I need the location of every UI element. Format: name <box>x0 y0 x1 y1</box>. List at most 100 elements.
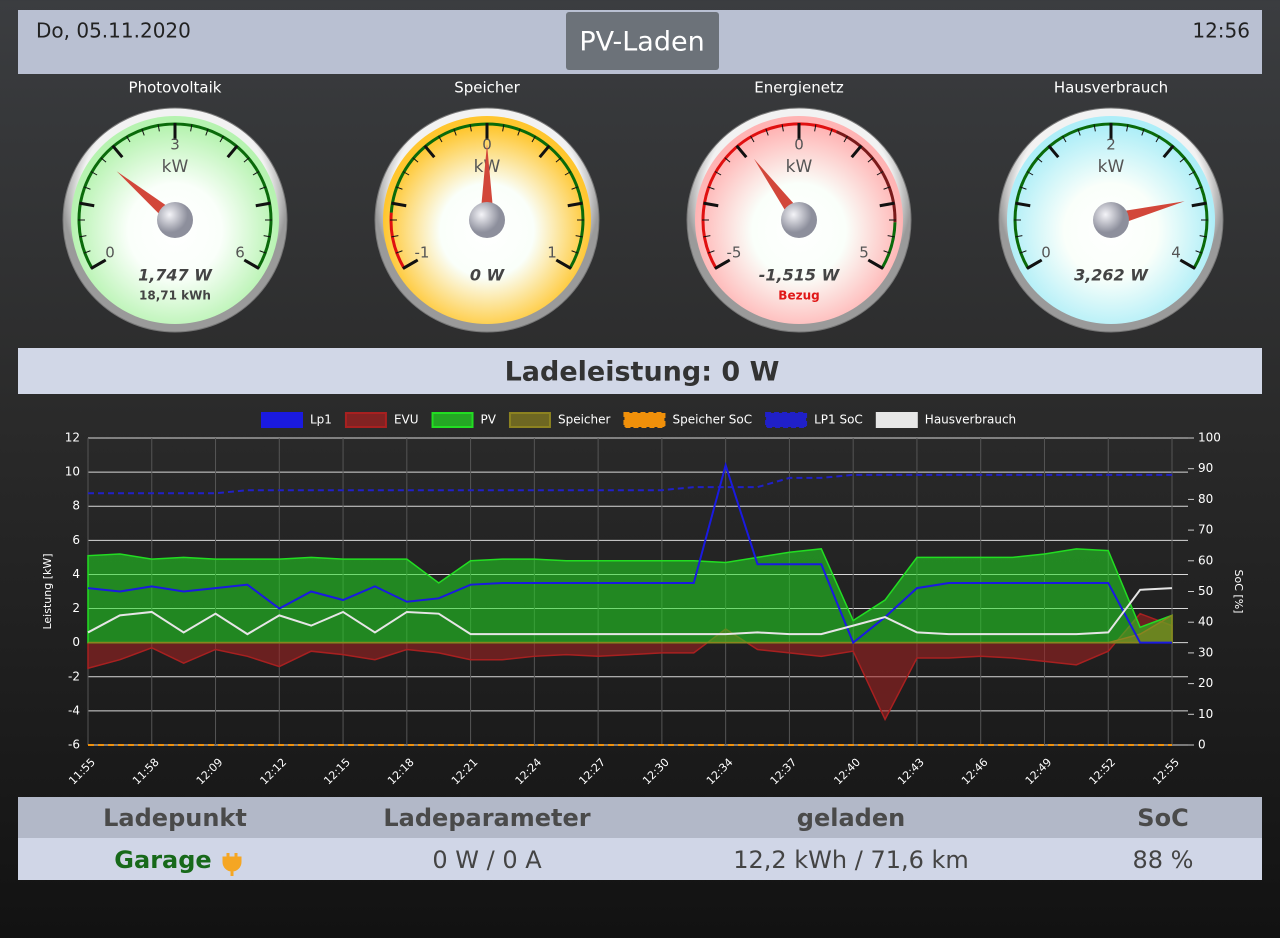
time: 12:56 <box>1192 19 1250 43</box>
gauge-tick <box>714 171 722 176</box>
gauge-scale-tick <box>1026 258 1043 270</box>
gauge-label: Hausverbrauch <box>1054 79 1168 97</box>
gauge-tick <box>703 201 719 208</box>
legend-swatch <box>875 412 918 428</box>
y2-tick-label: 0 <box>1198 738 1206 752</box>
x-tick-label: 11:55 <box>66 756 98 788</box>
y-axis-title: Leistung [kW] <box>41 553 54 629</box>
gauge-tick <box>226 144 239 159</box>
gauge-tick <box>750 135 755 143</box>
gauge-min: -5 <box>727 244 742 262</box>
gauge-arc <box>389 212 406 269</box>
gauge-tick <box>703 235 711 238</box>
gauge-sub: Bezug <box>778 289 819 303</box>
gauge-tick <box>190 124 193 132</box>
x-tick-label: 12:34 <box>704 756 736 788</box>
gauge-tick <box>219 135 224 143</box>
y-tick-label: -2 <box>68 669 80 683</box>
x-tick-label: 12:15 <box>321 756 353 788</box>
legend-swatch <box>623 412 666 428</box>
legend-swatch <box>344 412 387 428</box>
area <box>87 548 1173 644</box>
y2-tick-label: 20 <box>1198 676 1213 690</box>
gauge-scale-tick <box>243 258 260 270</box>
x-tick-label: 12:21 <box>449 756 481 788</box>
gauge-tick <box>814 124 817 132</box>
gauge-tick <box>259 250 267 254</box>
gauge-hub <box>157 202 193 238</box>
gauge-label: Speicher <box>454 79 520 97</box>
gauge-mid: 0 <box>794 136 804 154</box>
y-tick-label: 4 <box>72 567 80 581</box>
legend-swatch <box>431 412 474 428</box>
gauge-scale-tick <box>90 258 107 270</box>
title-box <box>566 12 719 70</box>
gauge-needle <box>480 144 494 220</box>
gauge-tick <box>83 250 91 254</box>
gauge-tick <box>1019 186 1027 190</box>
x-tick-label: 12:43 <box>895 756 927 788</box>
gauge-tick <box>1188 171 1196 176</box>
y-tick-label: 0 <box>72 635 80 649</box>
gauge-tick <box>391 235 399 238</box>
gauge-arc <box>389 122 585 269</box>
gauge-tick <box>1015 235 1023 238</box>
gauge-tick <box>111 144 124 159</box>
gauge-tick <box>887 235 895 238</box>
gauge-mid: 3 <box>170 136 180 154</box>
y-tick-label: -4 <box>68 703 80 717</box>
gauge-tick <box>724 157 731 163</box>
gauge-tick <box>1036 157 1043 163</box>
legend-swatch <box>765 412 808 428</box>
gauge-tick <box>79 235 87 238</box>
x-tick-label: 12:27 <box>576 756 608 788</box>
gauge-tick <box>255 201 271 208</box>
table-header-cell: Ladeparameter <box>383 804 590 832</box>
gauge-arc <box>880 222 897 269</box>
gauge-tick <box>126 135 131 143</box>
gauge-tick <box>263 235 271 238</box>
gauge-tick <box>157 124 160 132</box>
legend-label: LP1 SoC <box>814 413 863 427</box>
y2-tick-label: 10 <box>1198 707 1213 721</box>
x-tick-label: 12:40 <box>831 756 863 788</box>
gauge-tick <box>1047 144 1060 159</box>
gauge-max: 5 <box>859 244 869 262</box>
y2-tick-label: 60 <box>1198 553 1213 567</box>
gauge-tick <box>735 144 748 159</box>
gauge-tick <box>1093 124 1096 132</box>
table-header-cell: geladen <box>797 804 905 832</box>
y2-tick-label: 40 <box>1198 615 1213 629</box>
gauge-scale-tick <box>714 258 731 270</box>
gauge-tick <box>1162 144 1175 159</box>
gauge-tick <box>564 171 572 176</box>
y2-axis-title: SoC [%] <box>1232 570 1245 614</box>
gauge-label: Energienetz <box>754 79 844 97</box>
ladeleistung-bar <box>18 348 1262 394</box>
gauge-min: 0 <box>105 244 115 262</box>
gauge-tick <box>402 171 410 176</box>
y2-tick-label: 70 <box>1198 523 1213 537</box>
gauge-max: 4 <box>1171 244 1181 262</box>
x-tick-label: 12:37 <box>768 756 800 788</box>
gauge-tick <box>1015 201 1031 208</box>
gauge-tick <box>765 128 769 136</box>
gauge-mid: 2 <box>1106 136 1116 154</box>
gauge-min: -1 <box>415 244 430 262</box>
gauge-tick <box>469 124 472 132</box>
gauge-tick <box>1179 157 1186 163</box>
y-tick-label: 2 <box>72 601 80 615</box>
gauge-tick <box>423 144 436 159</box>
gauge-tick <box>707 250 715 254</box>
gauge-label: Photovoltaik <box>129 79 222 97</box>
gauge-unit: kW <box>1098 157 1125 177</box>
legend-label: PV <box>481 413 497 427</box>
ladeleistung: Ladeleistung: 0 W <box>505 357 780 388</box>
gauge-hub <box>469 202 505 238</box>
y2-tick-label: 90 <box>1198 461 1213 475</box>
gauge-tick <box>883 250 891 254</box>
x-tick-label: 12:52 <box>1087 756 1119 788</box>
legend-label: EVU <box>394 413 419 427</box>
y2-tick-label: 100 <box>1198 431 1221 445</box>
